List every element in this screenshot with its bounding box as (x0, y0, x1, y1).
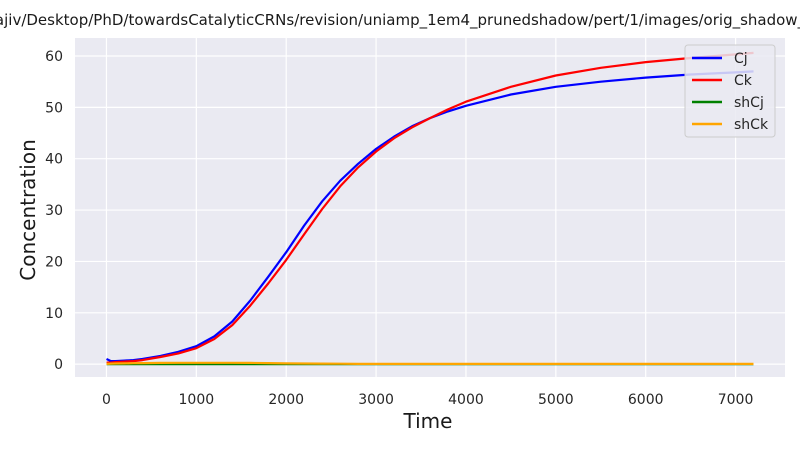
x-tick-label: 6000 (628, 392, 664, 408)
y-tick-label: 50 (45, 100, 63, 116)
y-tick-label: 60 (45, 49, 63, 65)
series-lines (106, 51, 754, 366)
x-tick-label: 4000 (448, 392, 484, 408)
legend-label-shCk: shCk (734, 117, 769, 133)
legend-label-Ck: Ck (734, 73, 753, 89)
y-tick-label: 0 (54, 357, 63, 373)
y-tick-label: 30 (45, 203, 63, 219)
y-tick-label: 20 (45, 254, 63, 270)
legend: Cj Ck shCj shCk (684, 44, 776, 138)
x-tick-label: 7000 (718, 392, 754, 408)
y-tick-label: 10 (45, 306, 63, 322)
legend-box (684, 44, 776, 138)
x-tick-label: 0 (102, 392, 111, 408)
legend-label-Cj: Cj (734, 51, 748, 67)
tick-labels: 0 1000 2000 3000 4000 5000 6000 7000 0 10 20 30 40 50… (45, 49, 753, 408)
x-tick-label: 1000 (179, 392, 215, 408)
chart-title: ajiv/Desktop/PhD/towardsCatalyticCRNs/re… (0, 11, 800, 30)
x-tick-label: 2000 (268, 392, 304, 408)
series-line-Ck (106, 51, 754, 364)
series-line-shCk (106, 361, 754, 365)
legend-label-shCj: shCj (734, 95, 764, 111)
x-axis-title: Time (403, 409, 453, 433)
x-tick-label: 3000 (358, 392, 394, 408)
x-tick-label: 5000 (538, 392, 574, 408)
plot-area (75, 38, 785, 377)
y-tick-label: 40 (45, 152, 63, 168)
y-axis-title: Concentration (16, 139, 40, 280)
